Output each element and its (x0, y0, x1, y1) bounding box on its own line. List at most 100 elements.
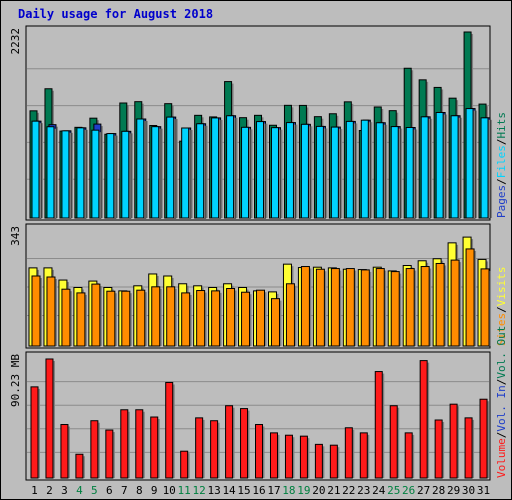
sites-bar (330, 268, 340, 347)
legend-item: Files (495, 145, 508, 178)
volume-bar (449, 403, 458, 479)
volume-bar (314, 443, 323, 479)
volume-bar (180, 450, 189, 479)
files-bar (181, 127, 190, 219)
x-tick-label: 16 (252, 484, 265, 497)
volume-bar (135, 409, 144, 479)
x-tick-label: 20 (312, 484, 325, 497)
x-tick-label: 25 (387, 484, 400, 497)
sites-bar (300, 266, 310, 347)
volume-bar (284, 434, 293, 479)
files-bar (121, 130, 130, 219)
sites-bar (450, 259, 460, 347)
x-tick-label: 13 (207, 484, 220, 497)
files-bar (285, 122, 294, 219)
files-bar (375, 122, 384, 219)
x-tick-label: 17 (267, 484, 280, 497)
x-tick-label: 2 (46, 484, 53, 497)
sites-bar (106, 290, 116, 347)
files-bar (166, 116, 175, 219)
sites-bar (256, 289, 266, 347)
files-bar (226, 115, 235, 219)
y-max-label-3: 90.23 MB (9, 354, 22, 407)
files-bar (106, 133, 115, 219)
sites-bar (360, 269, 370, 347)
right-legend-3: Volume/Vol. In/Vol. Out (495, 326, 508, 478)
x-tick-label: 3 (61, 484, 68, 497)
sites-bar (405, 268, 415, 347)
sites-bar (76, 292, 86, 347)
legend-item: Visits (495, 267, 508, 307)
sites-bar (465, 248, 475, 347)
legend-item: Volume (495, 438, 508, 478)
x-tick-label: 22 (342, 484, 355, 497)
sites-bar (420, 266, 430, 347)
volume-bar (479, 398, 488, 479)
sites-bar (226, 288, 236, 347)
files-bar (241, 126, 250, 219)
sites-bar (181, 292, 191, 347)
x-tick-label: 1 (31, 484, 38, 497)
files-bar (420, 116, 429, 219)
files-bar (46, 126, 55, 219)
sites-bar (480, 268, 490, 347)
legend-separator: / (495, 306, 508, 313)
volume-bar (45, 358, 54, 479)
volume-bar (105, 429, 114, 479)
volume-bar (210, 420, 219, 479)
volume-bar (60, 424, 69, 479)
volume-bar (299, 435, 308, 479)
files-bar (196, 123, 205, 219)
sites-bar (285, 283, 295, 347)
x-tick-label: 26 (402, 484, 415, 497)
legend-item: Vol. In (495, 385, 508, 431)
x-tick-label: 10 (163, 484, 176, 497)
volume-bar (344, 427, 353, 479)
sites-bar (345, 268, 355, 347)
volume-bar (359, 432, 368, 479)
legend-item: Sites (495, 313, 508, 346)
volume-bar (374, 371, 383, 479)
legend-separator: / (495, 178, 508, 185)
volume-bar (389, 405, 398, 479)
x-tick-label: 29 (447, 484, 460, 497)
volume-bar (464, 417, 473, 479)
x-tick-label: 31 (477, 484, 490, 497)
sites-bar (151, 286, 161, 347)
x-tick-label: 18 (282, 484, 295, 497)
x-tick-label: 21 (327, 484, 340, 497)
x-tick-label: 8 (136, 484, 143, 497)
x-tick-label: 15 (237, 484, 250, 497)
volume-bar (195, 417, 204, 479)
legend-separator: / (495, 139, 508, 146)
x-tick-label: 4 (76, 484, 83, 497)
sites-bar (435, 262, 445, 347)
y-max-label-2: 343 (9, 226, 22, 246)
legend-item: Hits (495, 112, 508, 139)
files-bar (300, 123, 309, 219)
files-bar (76, 127, 85, 219)
x-tick-label: 24 (372, 484, 386, 497)
x-tick-label: 14 (222, 484, 236, 497)
files-bar (211, 117, 220, 219)
volume-bar (434, 419, 443, 479)
x-tick-label: 23 (357, 484, 370, 497)
volume-bar (404, 432, 413, 479)
right-legend-2: Sites/Visits (495, 267, 508, 347)
sites-bar (196, 290, 206, 347)
volume-bar (150, 416, 159, 479)
x-tick-label: 12 (193, 484, 206, 497)
x-tick-label: 19 (297, 484, 310, 497)
sites-bar (270, 298, 280, 347)
volume-bar (419, 360, 428, 479)
files-bar (31, 120, 40, 219)
files-bar (91, 129, 100, 219)
volume-bar (75, 453, 84, 479)
x-tick-label: 7 (121, 484, 128, 497)
volume-bar (30, 386, 39, 479)
volume-bar (329, 444, 338, 479)
files-bar (450, 115, 459, 219)
files-bar (345, 120, 354, 219)
files-bar (360, 119, 369, 219)
